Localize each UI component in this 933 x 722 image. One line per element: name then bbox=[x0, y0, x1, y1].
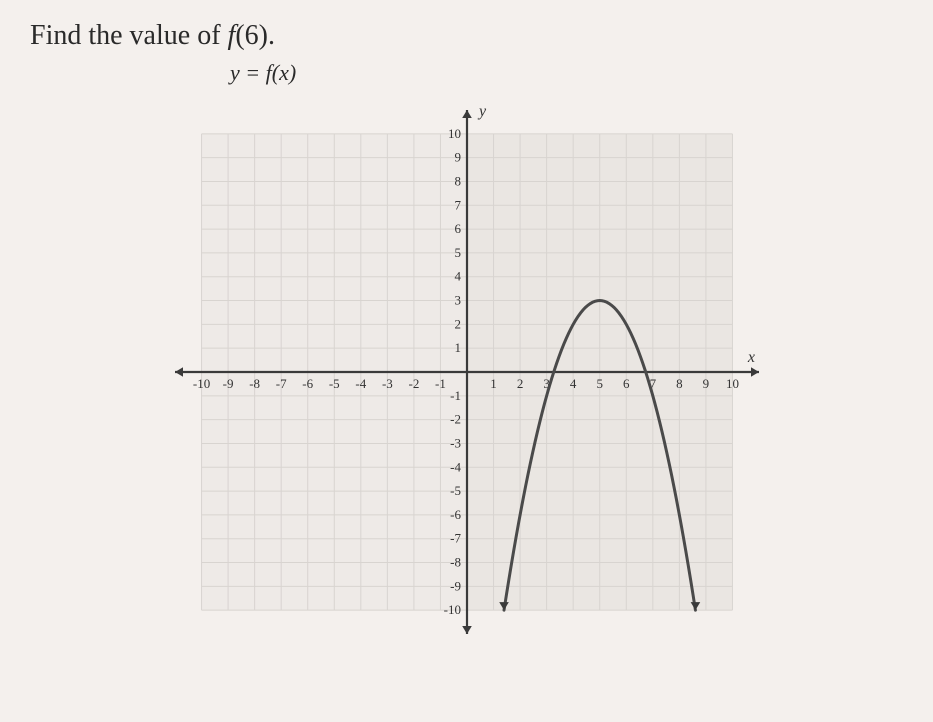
svg-text:5: 5 bbox=[596, 376, 603, 391]
svg-text:-9: -9 bbox=[450, 578, 461, 593]
eq-rhs-x: x bbox=[279, 60, 289, 85]
svg-text:4: 4 bbox=[569, 376, 576, 391]
func-arg: 6 bbox=[245, 20, 259, 51]
svg-text:-5: -5 bbox=[328, 376, 339, 391]
svg-text:2: 2 bbox=[454, 316, 461, 331]
close-paren: ) bbox=[259, 20, 268, 51]
svg-text:-5: -5 bbox=[450, 483, 461, 498]
svg-text:-10: -10 bbox=[192, 376, 209, 391]
svg-text:6: 6 bbox=[454, 221, 461, 236]
svg-text:-8: -8 bbox=[249, 376, 260, 391]
eq-lhs: y bbox=[230, 60, 240, 85]
question-suffix: . bbox=[268, 20, 275, 51]
eq-rhs-open: ( bbox=[272, 60, 279, 85]
svg-text:9: 9 bbox=[454, 150, 461, 165]
svg-text:x: x bbox=[746, 349, 754, 366]
question-text: Find the value of f(6). bbox=[30, 20, 903, 52]
svg-text:-2: -2 bbox=[450, 412, 461, 427]
svg-text:1: 1 bbox=[490, 376, 497, 391]
svg-text:9: 9 bbox=[702, 376, 709, 391]
svg-text:-3: -3 bbox=[381, 376, 392, 391]
svg-text:8: 8 bbox=[676, 376, 683, 391]
svg-text:10: 10 bbox=[448, 126, 461, 141]
svg-text:6: 6 bbox=[623, 376, 630, 391]
svg-text:-2: -2 bbox=[408, 376, 419, 391]
svg-text:y: y bbox=[477, 103, 487, 120]
svg-text:-10: -10 bbox=[443, 602, 460, 617]
svg-text:2: 2 bbox=[516, 376, 523, 391]
svg-text:4: 4 bbox=[454, 269, 461, 284]
coordinate-graph: -10-9-8-7-6-5-4-3-2-11234567891012345678… bbox=[157, 92, 777, 652]
svg-text:-7: -7 bbox=[450, 531, 461, 546]
svg-text:3: 3 bbox=[454, 293, 461, 308]
svg-text:-6: -6 bbox=[302, 376, 313, 391]
svg-text:-4: -4 bbox=[450, 459, 461, 474]
eq-sign: = bbox=[240, 60, 266, 85]
svg-text:-7: -7 bbox=[275, 376, 286, 391]
svg-text:10: 10 bbox=[725, 376, 738, 391]
svg-text:-6: -6 bbox=[450, 507, 461, 522]
open-paren: ( bbox=[235, 20, 244, 51]
eq-rhs-close: ) bbox=[289, 60, 296, 85]
svg-text:-1: -1 bbox=[450, 388, 461, 403]
svg-text:7: 7 bbox=[454, 197, 461, 212]
svg-text:1: 1 bbox=[454, 340, 461, 355]
question-prefix: Find the value of bbox=[30, 20, 228, 51]
svg-text:8: 8 bbox=[454, 173, 461, 188]
svg-text:-3: -3 bbox=[450, 435, 461, 450]
svg-text:-9: -9 bbox=[222, 376, 233, 391]
svg-text:-8: -8 bbox=[450, 555, 461, 570]
equation-label: y = f(x) bbox=[230, 60, 903, 86]
svg-text:-4: -4 bbox=[355, 376, 366, 391]
svg-text:5: 5 bbox=[454, 245, 461, 260]
svg-text:-1: -1 bbox=[435, 376, 446, 391]
